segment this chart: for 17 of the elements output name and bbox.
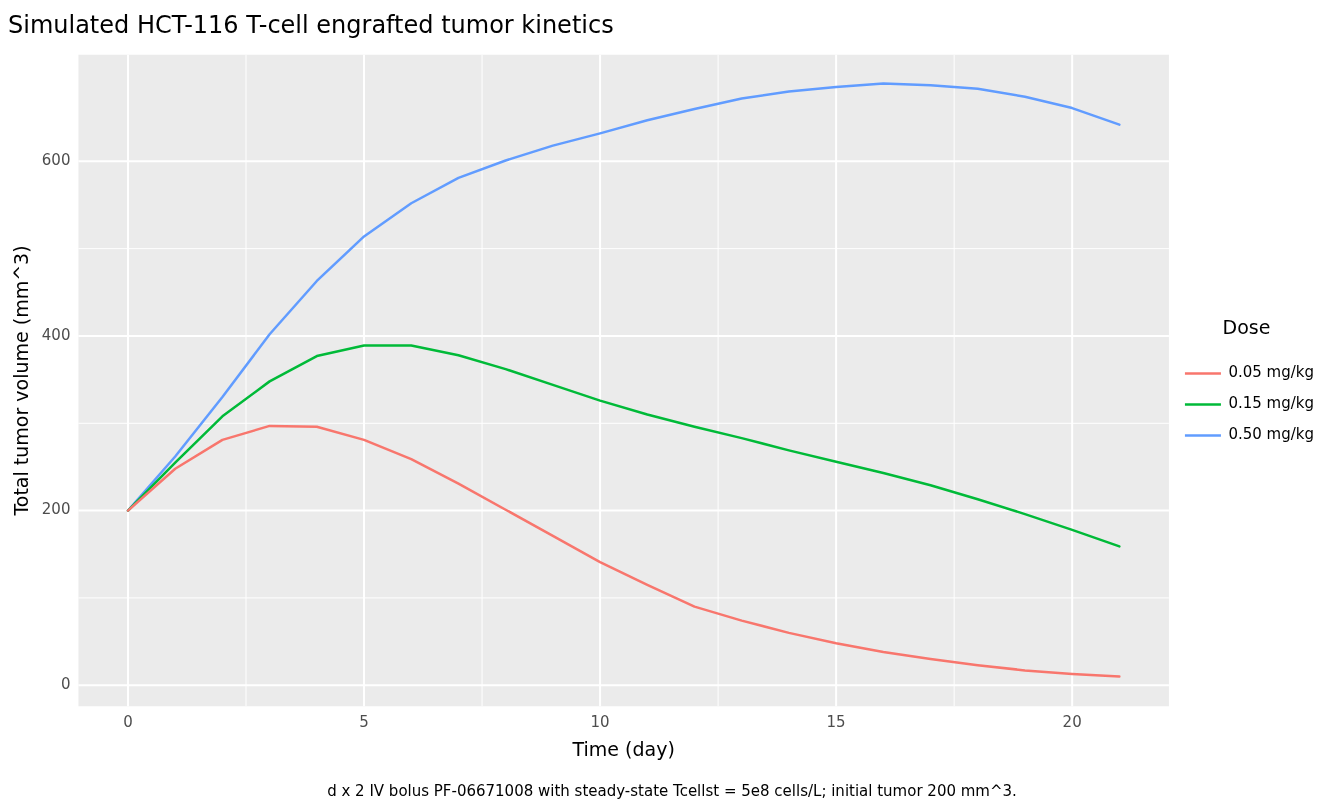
y-axis-title: Total tumor volume (mm^3) — [10, 245, 33, 517]
chart-title: Simulated HCT-116 T-cell engrafted tumor kinetics — [8, 10, 614, 39]
y-tick-label: 400 — [41, 325, 71, 344]
x-tick-label: 15 — [826, 713, 846, 732]
x-axis-title: Time (day) — [571, 737, 675, 760]
legend-label: 0.50 mg/kg — [1228, 425, 1314, 444]
y-tick-label: 600 — [41, 151, 71, 170]
legend-label: 0.15 mg/kg — [1228, 394, 1314, 413]
y-tick-label: 0 — [60, 675, 71, 694]
legend-label: 0.05 mg/kg — [1228, 363, 1314, 382]
text: d x 2 IV bolus PF-06671008 with steady-state Tcellst = 5e8 cells/L; initial tumor 200 mm^3. — [327, 782, 1017, 800]
x-tick-label: 0 — [123, 713, 133, 732]
y-tick-label: 200 — [41, 500, 71, 519]
x-tick-label: 5 — [359, 713, 369, 732]
x-tick-label: 10 — [590, 713, 610, 732]
legend-title: Dose — [1222, 315, 1271, 338]
x-tick-label: 20 — [1062, 713, 1082, 732]
